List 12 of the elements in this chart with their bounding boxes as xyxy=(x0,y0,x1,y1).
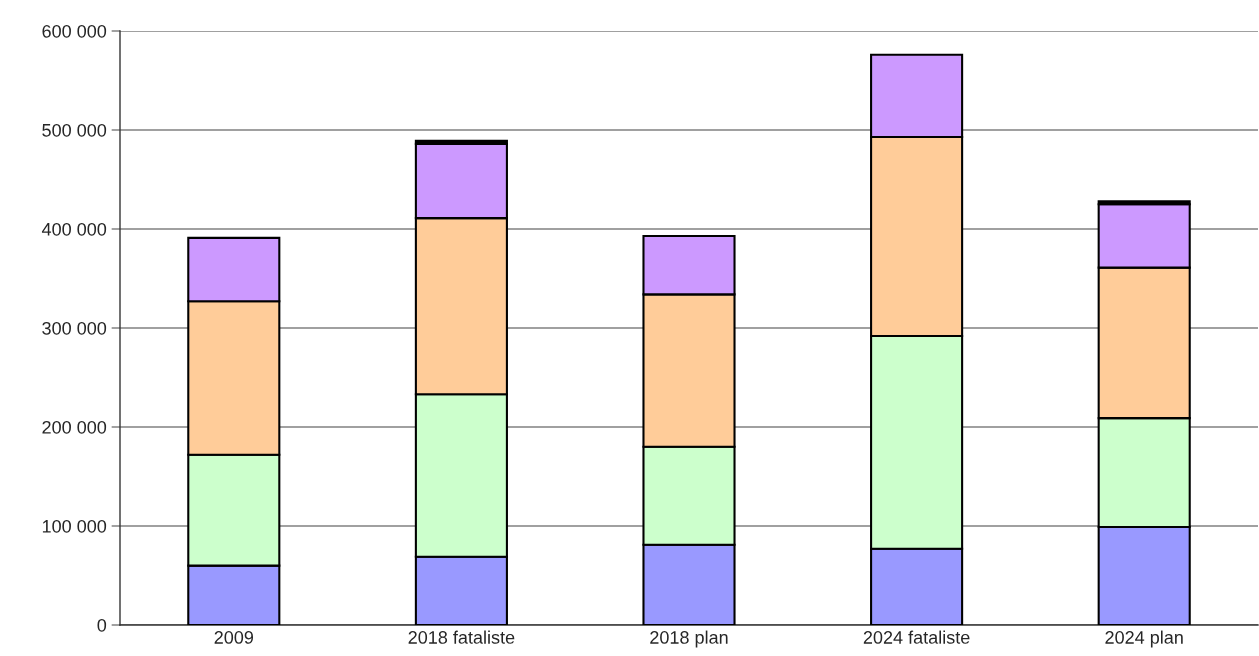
x-tick-label: 2009 xyxy=(214,631,254,644)
y-tick-label: 100 000 xyxy=(42,519,107,533)
y-tick-label: 500 000 xyxy=(42,123,107,137)
y-tick-label: 400 000 xyxy=(41,222,107,236)
y-tick-label: 300 000 xyxy=(42,321,107,335)
y-tick-label: 600 000 xyxy=(42,24,107,38)
y-tick-label: 200 000 xyxy=(42,420,107,434)
y-tick-label: 0 xyxy=(97,618,107,632)
x-tick-label: 2018 plan xyxy=(650,630,728,648)
x-tick-label: 2018 fataliste xyxy=(408,630,515,644)
x-tick-label: 2024 plan xyxy=(1105,630,1183,648)
x-tick-label: 2024 fataliste xyxy=(863,630,970,644)
